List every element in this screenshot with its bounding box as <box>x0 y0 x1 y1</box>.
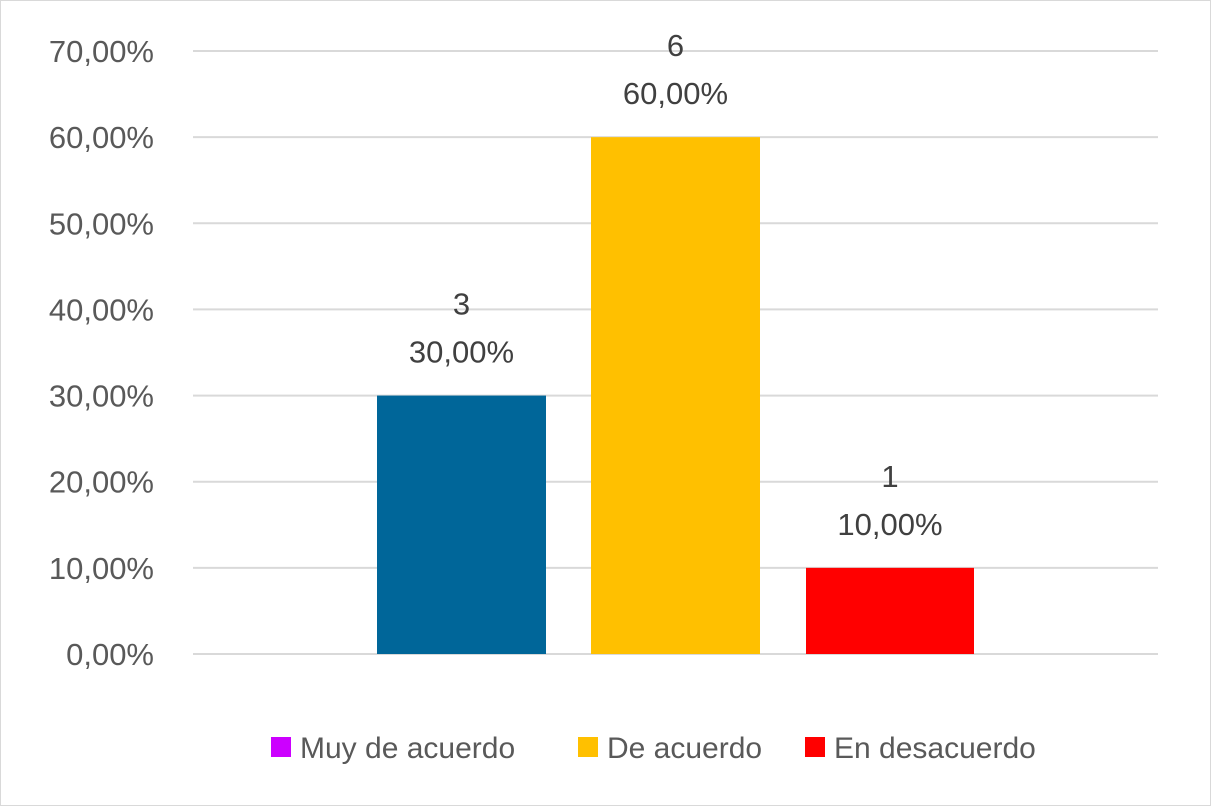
data-label-percent: 60,00% <box>623 76 728 111</box>
y-tick-label: 60,00% <box>49 120 154 155</box>
y-tick-label: 30,00% <box>49 379 154 414</box>
data-label-percent: 30,00% <box>409 335 514 370</box>
data-labels: 3 30,00% 6 60,00% 1 10,00% <box>409 28 943 542</box>
legend-swatch <box>578 737 598 757</box>
bar <box>806 567 974 654</box>
data-label-count: 6 <box>667 28 684 63</box>
legend-swatch <box>805 737 825 757</box>
legend-label: Muy de acuerdo <box>300 732 515 765</box>
y-tick-label: 40,00% <box>49 292 154 327</box>
legend-label: De acuerdo <box>607 732 762 765</box>
data-label-percent: 10,00% <box>837 507 942 542</box>
y-tick-label: 70,00% <box>49 34 154 69</box>
y-tick-label: 10,00% <box>49 551 154 586</box>
legend: Muy de acuerdo De acuerdo En desacuerdo <box>271 732 1036 765</box>
data-label-count: 3 <box>453 287 470 322</box>
bar <box>377 395 546 654</box>
y-tick-label: 20,00% <box>49 465 154 500</box>
y-axis-tick-labels: 0,00% 10,00% 20,00% 30,00% 40,00% 50,00% 60,00… <box>49 34 154 672</box>
bars <box>377 137 974 655</box>
legend-label: En desacuerdo <box>834 732 1036 765</box>
y-tick-label: 0,00% <box>66 637 154 672</box>
data-label-count: 1 <box>881 459 898 494</box>
legend-swatch <box>271 737 291 757</box>
y-tick-label: 50,00% <box>49 206 154 241</box>
bar <box>591 137 760 655</box>
